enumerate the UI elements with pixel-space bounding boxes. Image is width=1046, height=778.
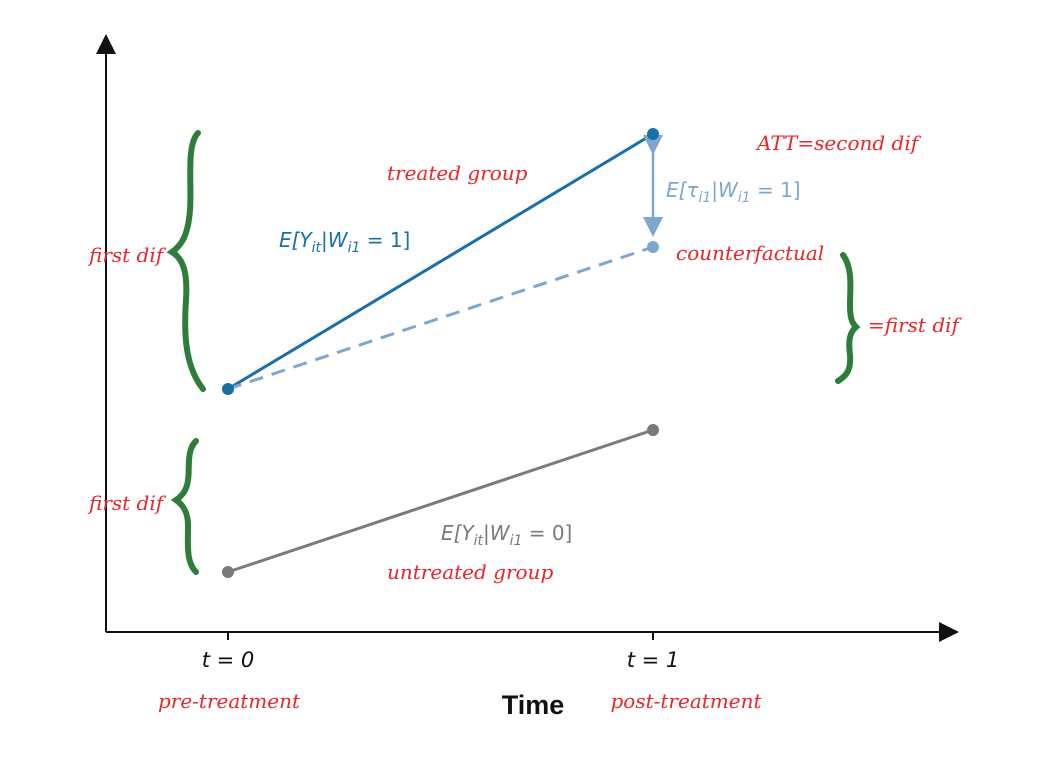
untreated-post-point bbox=[647, 424, 659, 436]
treated-line bbox=[227, 132, 654, 391]
x-tick-label-0: t = 0 bbox=[202, 648, 255, 672]
untreated-group-label: untreated group bbox=[387, 560, 553, 584]
att-label: ATT=second dif bbox=[755, 131, 922, 155]
untreated-pre-point bbox=[222, 566, 234, 578]
untreated-line bbox=[227, 428, 654, 574]
post-treatment-label: post-treatment bbox=[610, 689, 762, 713]
eq-first-dif-label: =first dif bbox=[868, 313, 963, 337]
untreated-equation: E[Yit|Wi1 = 0] bbox=[441, 521, 572, 549]
first-dif-bottom-label: first dif bbox=[87, 491, 167, 515]
counterfactual-label: counterfactual bbox=[676, 241, 824, 265]
x-tick-label-1: t = 1 bbox=[627, 648, 680, 672]
pre-treatment-label: pre-treatment bbox=[158, 689, 301, 713]
treated-post-point bbox=[647, 128, 659, 140]
first-dif-top-label: first dif bbox=[87, 243, 167, 267]
x-axis-title: Time bbox=[502, 690, 565, 720]
treated-group-label: treated group bbox=[387, 161, 528, 185]
treated-pre-point bbox=[222, 383, 234, 395]
brace-bottom-left bbox=[170, 438, 199, 575]
counterfactual-line bbox=[227, 245, 654, 391]
brace-top-left bbox=[166, 130, 206, 392]
treated-equation: E[Yit|Wi1 = 1] bbox=[279, 228, 410, 256]
effect-equation: E[τi1|Wi1 = 1] bbox=[666, 178, 801, 206]
brace-right bbox=[835, 252, 861, 384]
counterfactual-point bbox=[647, 241, 659, 253]
